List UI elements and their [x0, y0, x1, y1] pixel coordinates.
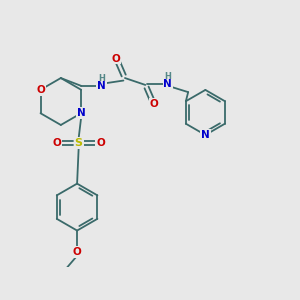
Text: O: O [36, 85, 45, 95]
Text: N: N [164, 79, 172, 89]
Text: N: N [77, 108, 85, 118]
Text: N: N [201, 130, 210, 140]
Text: O: O [73, 247, 82, 257]
Text: O: O [112, 54, 121, 64]
Text: N: N [97, 81, 106, 91]
Text: O: O [96, 138, 105, 148]
Text: H: H [164, 72, 171, 81]
Text: H: H [98, 74, 105, 82]
Text: S: S [75, 138, 83, 148]
Text: O: O [52, 138, 61, 148]
Text: O: O [150, 99, 158, 109]
